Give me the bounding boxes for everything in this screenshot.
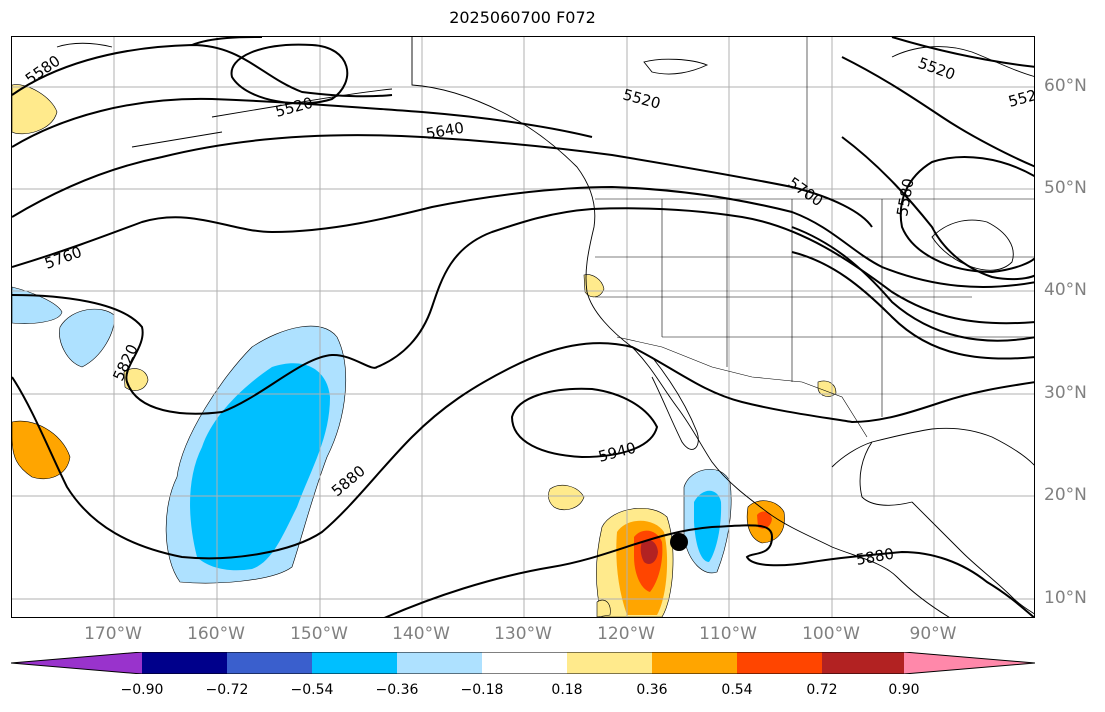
lon-tick-label: 90°W (909, 624, 957, 644)
lon-tick-label: 120°W (597, 624, 655, 644)
colorbar-tick-label: −0.90 (120, 682, 164, 698)
lon-tick-label: 140°W (392, 624, 450, 644)
colorbar-segment (482, 652, 567, 674)
lat-tick-label: 40°N (1044, 280, 1087, 300)
contour-label: 5520 (273, 94, 315, 121)
contour-label: 5520 (916, 54, 958, 84)
storm-center-marker (670, 533, 688, 551)
lon-tick-label: 160°W (187, 624, 245, 644)
lon-tick-label: 110°W (699, 624, 757, 644)
map-panel: 5580 5520 5640 5520 5760 5700 5580 5820 … (11, 36, 1035, 618)
graticule (12, 37, 1034, 617)
lon-tick-label: 100°W (802, 624, 860, 644)
colorbar-tick-label: −0.18 (460, 682, 504, 698)
lon-tick-label: 150°W (290, 624, 348, 644)
lon-tick-label: 130°W (494, 624, 552, 644)
colorbar (11, 652, 1035, 674)
colorbar-tick-label: 0.54 (721, 682, 753, 698)
negative-anomaly-shading (12, 286, 732, 584)
colorbar-segment (397, 652, 482, 674)
colorbar-tick-label: 0.72 (806, 682, 838, 698)
lat-tick-label: 10°N (1044, 588, 1087, 608)
lat-tick-label: 50°N (1044, 178, 1087, 198)
colorbar-tick-label: 0.18 (551, 682, 583, 698)
political-borders (595, 37, 1034, 438)
map-svg: 5580 5520 5640 5520 5760 5700 5580 5820 … (12, 37, 1035, 617)
lat-tick-label: 60°N (1044, 76, 1087, 96)
colorbar-segment (652, 652, 737, 674)
chart-title: 2025060700 F072 (449, 8, 596, 27)
contour-label: 5580 (893, 177, 917, 218)
lon-tick-label: 170°W (84, 624, 142, 644)
contour-label: 5700 (785, 174, 827, 211)
colorbar-segment (227, 652, 312, 674)
colorbar-segment (737, 652, 822, 674)
contour-label: 5580 (22, 52, 64, 89)
colorbar-extend-low (11, 652, 142, 674)
lat-tick-label: 20°N (1044, 485, 1087, 505)
contour-label: 5760 (42, 243, 84, 273)
colorbar-tick-label: −0.36 (375, 682, 419, 698)
contour-label: 5880 (328, 462, 369, 500)
colorbar-tick-label: −0.72 (205, 682, 249, 698)
colorbar-segment (142, 652, 227, 674)
colorbar-segment (567, 652, 652, 674)
colorbar-segment (312, 652, 397, 674)
colorbar-tick-label: 0.36 (636, 682, 668, 698)
contour-label: 5940 (596, 439, 638, 466)
height-contours (12, 37, 1034, 617)
colorbar-segments (11, 652, 1035, 674)
colorbar-tick-label: 0.90 (888, 682, 920, 698)
contour-label: 552 (1006, 86, 1035, 111)
contour-label: 5880 (855, 545, 896, 569)
colorbar-extend-high (904, 652, 1035, 674)
lat-tick-label: 30°N (1044, 383, 1087, 403)
colorbar-segment (822, 652, 904, 674)
colorbar-tick-label: −0.54 (290, 682, 334, 698)
